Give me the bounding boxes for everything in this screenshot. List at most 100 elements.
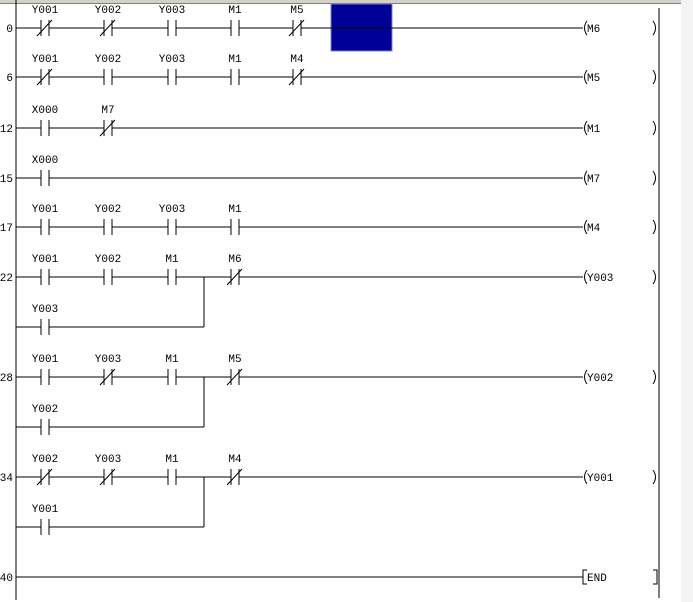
rung-6[interactable]: 6 Y001 Y002 Y003 M1 M4 M5 bbox=[6, 54, 656, 86]
coil-label: M1 bbox=[587, 124, 601, 136]
contact-nc[interactable]: Y001 bbox=[32, 54, 59, 86]
contact-nc[interactable]: Y001 bbox=[32, 5, 59, 37]
coil-paren-right bbox=[652, 69, 656, 85]
contact-label: Y001 bbox=[32, 504, 59, 516]
contact-no[interactable]: M1 bbox=[228, 54, 242, 85]
rung-0[interactable]: 0 Y001 Y002 Y003 M1 M5 M6 bbox=[6, 5, 656, 37]
end-instruction[interactable]: END bbox=[582, 569, 658, 585]
contact-slash bbox=[226, 468, 243, 486]
rung-17[interactable]: 17 Y001 Y002 Y003 M1 M4 bbox=[0, 204, 656, 235]
contact-nc[interactable]: Y003 bbox=[95, 454, 121, 486]
contact-no[interactable]: Y003 bbox=[159, 54, 185, 85]
step-number: 40 bbox=[0, 573, 13, 585]
editor-right-margin bbox=[681, 0, 693, 602]
contact-label: Y003 bbox=[95, 354, 121, 366]
step-number: 22 bbox=[0, 273, 13, 285]
step-number: 17 bbox=[0, 223, 13, 235]
coil-paren-left bbox=[584, 369, 588, 385]
coil-label: Y002 bbox=[587, 373, 613, 385]
contact-no[interactable]: Y001 bbox=[32, 504, 59, 535]
contact-nc[interactable]: M5 bbox=[226, 354, 243, 386]
contact-no[interactable]: M1 bbox=[228, 204, 242, 235]
output-coil[interactable]: M5 bbox=[584, 69, 656, 85]
contact-label: X000 bbox=[32, 155, 58, 167]
coil-paren-right bbox=[652, 120, 656, 136]
contact-nc[interactable]: Y002 bbox=[95, 5, 121, 37]
contact-no[interactable]: Y003 bbox=[32, 304, 58, 335]
contact-no[interactable]: Y001 bbox=[32, 354, 59, 385]
contact-label: M1 bbox=[165, 254, 179, 266]
contact-label: Y001 bbox=[32, 204, 59, 216]
output-coil[interactable]: M4 bbox=[584, 219, 656, 235]
contact-label: M4 bbox=[228, 454, 242, 466]
contact-nc[interactable]: Y002 bbox=[32, 454, 58, 486]
bracket-right bbox=[653, 569, 658, 585]
contact-no[interactable]: Y001 bbox=[32, 254, 59, 285]
contact-no[interactable]: Y002 bbox=[95, 54, 121, 85]
contact-label: Y002 bbox=[95, 54, 121, 66]
output-coil[interactable]: Y002 bbox=[584, 369, 656, 385]
contact-label: M1 bbox=[228, 54, 242, 66]
coil-label: END bbox=[587, 573, 607, 585]
coil-label: M7 bbox=[587, 174, 600, 186]
coil-paren-right bbox=[652, 20, 656, 36]
coil-label: Y003 bbox=[587, 273, 613, 285]
output-coil[interactable]: M1 bbox=[584, 120, 656, 136]
contact-slash bbox=[36, 19, 53, 37]
contact-no[interactable]: Y003 bbox=[159, 204, 185, 235]
rung-12[interactable]: 12 X000 M7 M1 bbox=[0, 105, 656, 137]
contact-label: M7 bbox=[101, 105, 114, 117]
contact-nc[interactable]: Y003 bbox=[95, 354, 121, 386]
coil-label: M5 bbox=[587, 73, 600, 85]
contact-no[interactable]: X000 bbox=[32, 155, 58, 186]
output-coil[interactable]: Y003 bbox=[584, 269, 656, 285]
coil-paren-left bbox=[584, 469, 588, 485]
rung-15[interactable]: 15 X000 M7 bbox=[0, 155, 656, 186]
contact-no[interactable]: Y002 bbox=[32, 404, 58, 435]
contact-label: Y003 bbox=[159, 54, 185, 66]
step-number: 15 bbox=[0, 174, 13, 186]
contact-no[interactable]: M1 bbox=[165, 454, 179, 485]
contact-label: X000 bbox=[32, 105, 58, 117]
output-coil[interactable]: Y001 bbox=[584, 469, 656, 485]
contact-label: Y001 bbox=[32, 54, 59, 66]
contact-nc[interactable]: M5 bbox=[288, 5, 305, 37]
output-coil[interactable]: M6 bbox=[584, 20, 656, 36]
rung-28[interactable]: 28 Y001 Y003 M1 M5 Y002 Y002 bbox=[0, 354, 656, 435]
contact-no[interactable]: M1 bbox=[228, 5, 242, 36]
contact-label: M1 bbox=[165, 454, 179, 466]
coil-label: M4 bbox=[587, 223, 601, 235]
contact-no[interactable]: M1 bbox=[165, 354, 179, 385]
contact-label: M1 bbox=[228, 5, 242, 17]
rung-34[interactable]: 34 Y002 Y003 M1 M4 Y001 Y001 bbox=[0, 454, 656, 535]
contact-no[interactable]: Y002 bbox=[95, 254, 121, 285]
contact-label: Y001 bbox=[32, 354, 59, 366]
contact-slash bbox=[226, 368, 243, 386]
contact-nc[interactable]: M7 bbox=[99, 105, 116, 137]
coil-paren-right bbox=[652, 269, 656, 285]
contact-nc[interactable]: M6 bbox=[226, 254, 243, 286]
contact-no[interactable]: M1 bbox=[165, 254, 179, 285]
contact-no[interactable]: X000 bbox=[32, 105, 58, 136]
contact-slash bbox=[36, 68, 53, 86]
contact-label: Y003 bbox=[159, 204, 185, 216]
rung-22[interactable]: 22 Y001 Y002 M1 M6 Y003 Y003 bbox=[0, 254, 656, 335]
coil-paren-right bbox=[652, 469, 656, 485]
contact-label: M1 bbox=[165, 354, 179, 366]
contact-no[interactable]: Y002 bbox=[95, 204, 121, 235]
contact-no[interactable]: Y003 bbox=[159, 5, 185, 36]
contact-label: Y001 bbox=[32, 254, 59, 266]
step-number: 28 bbox=[0, 373, 13, 385]
contact-nc[interactable]: M4 bbox=[226, 454, 243, 486]
rung-40[interactable]: 40 END bbox=[0, 569, 658, 585]
contact-slash bbox=[99, 468, 116, 486]
contact-label: Y002 bbox=[32, 404, 58, 416]
contact-no[interactable]: Y001 bbox=[32, 204, 59, 235]
coil-paren-left bbox=[584, 170, 588, 186]
contact-slash bbox=[288, 68, 305, 86]
step-number: 6 bbox=[6, 73, 13, 85]
contact-nc[interactable]: M4 bbox=[288, 54, 305, 86]
output-coil[interactable]: M7 bbox=[584, 170, 656, 186]
coil-paren-left bbox=[584, 219, 588, 235]
